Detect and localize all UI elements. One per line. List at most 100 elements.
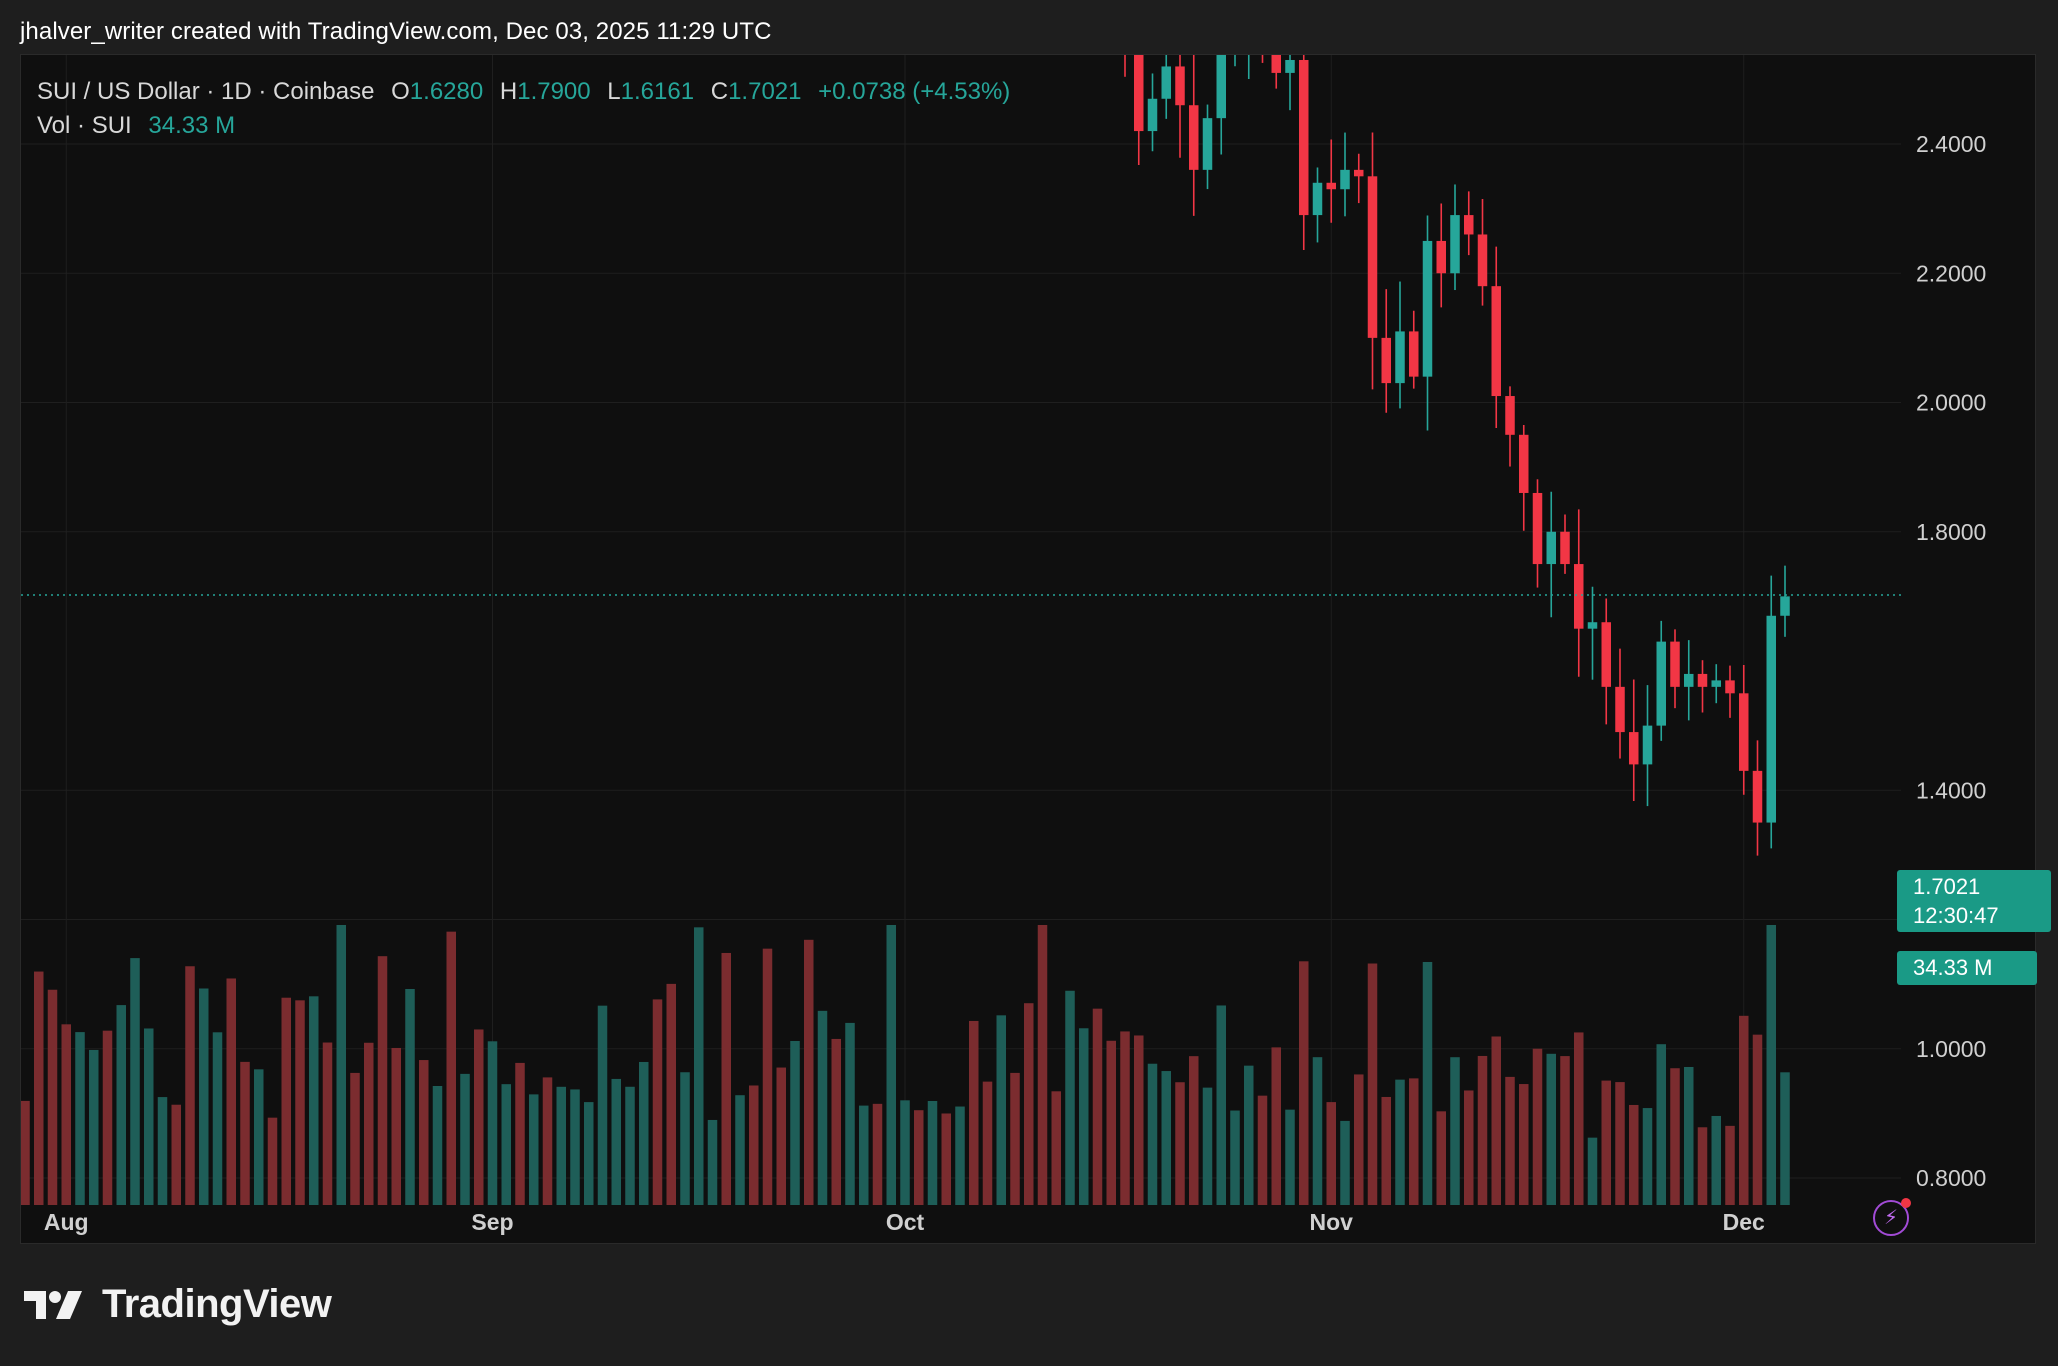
volume-bar: [185, 966, 195, 1205]
volume-bar: [144, 1028, 154, 1205]
candle-body: [1271, 55, 1281, 73]
volume-bar: [914, 1110, 924, 1205]
candle-body: [1395, 331, 1405, 384]
volume-bar: [405, 988, 415, 1205]
candle-body: [1505, 396, 1515, 435]
volume-bar: [1340, 1120, 1350, 1205]
ohlc-row: SUI / US Dollar · 1D · Coinbase O1.6280 …: [37, 75, 1010, 109]
volume-bar: [419, 1060, 429, 1205]
volume-bar: [1629, 1104, 1639, 1205]
candle-body: [1436, 240, 1446, 274]
volume-row: Vol · SUI 34.33 M: [37, 109, 1010, 143]
candle-body: [1711, 680, 1721, 687]
lightning-icon[interactable]: ⚡: [1873, 1200, 1909, 1236]
volume-bar: [1326, 1102, 1336, 1205]
volume-bar: [584, 1102, 594, 1205]
volume-bar: [1477, 1055, 1488, 1205]
volume-bar: [1766, 925, 1776, 1205]
volume-bar: [872, 1103, 883, 1205]
volume-bar: [1367, 963, 1378, 1205]
volume-bar: [1175, 1082, 1185, 1205]
volume-bar: [776, 1067, 786, 1205]
candle-body: [1739, 693, 1749, 771]
volume-bar: [1436, 1111, 1446, 1205]
volume-bar: [762, 948, 773, 1205]
volume-bar: [254, 1069, 264, 1205]
open-label: O: [391, 78, 410, 105]
candle-body: [1574, 564, 1584, 629]
volume-bar: [529, 1094, 539, 1205]
candle-body: [1601, 622, 1611, 687]
volume-bar: [1780, 1072, 1790, 1205]
low-label: L: [607, 78, 621, 105]
volume-bar: [336, 925, 346, 1205]
candle-body: [1780, 596, 1790, 616]
volume-bar: [295, 1000, 305, 1205]
tradingview-logo[interactable]: TradingView: [24, 1282, 332, 1327]
volume-bar: [941, 1113, 951, 1205]
volume-bar: [1051, 1091, 1061, 1205]
volume-bar: [1079, 1028, 1089, 1205]
candlestick-chart[interactable]: 4.20004.00003.80003.60003.40003.20003.00…: [21, 55, 2037, 1245]
symbol-title[interactable]: SUI / US Dollar · 1D · Coinbase: [37, 78, 375, 105]
low-value: 1.6161: [620, 78, 695, 105]
candle-body: [1629, 732, 1639, 765]
volume-bar: [1532, 1048, 1543, 1205]
candle-body: [1450, 215, 1460, 274]
volume-bar: [267, 1117, 278, 1205]
volume-bar: [199, 988, 209, 1205]
volume-bar: [34, 971, 44, 1205]
volume-bar: [804, 939, 814, 1205]
volume-bar: [1670, 1068, 1680, 1205]
volume-bar: [1312, 1057, 1323, 1205]
volume-bar: [460, 1073, 470, 1205]
volume-bar: [542, 1077, 553, 1205]
volume-bar: [89, 1049, 99, 1205]
volume-bar: [1450, 1057, 1460, 1205]
volume-bar: [1587, 1137, 1598, 1205]
volume-bar: [1684, 1066, 1694, 1205]
volume-bar: [171, 1104, 181, 1205]
volume-label[interactable]: Vol · SUI: [37, 112, 132, 139]
candle-body: [1532, 492, 1543, 565]
x-tick-label: Aug: [44, 1209, 89, 1235]
candle-body: [1147, 98, 1158, 132]
candle-body: [1560, 531, 1570, 565]
candle-body: [1189, 105, 1199, 170]
volume-bar: [1560, 1056, 1570, 1205]
chart-panel[interactable]: 4.20004.00003.80003.60003.40003.20003.00…: [20, 54, 2051, 1245]
volume-bar: [927, 1100, 938, 1205]
volume-bar: [625, 1086, 635, 1205]
candle-body: [1285, 59, 1295, 73]
volume-bar: [735, 1095, 745, 1205]
x-tick-label: Nov: [1310, 1209, 1354, 1235]
volume-bar: [1024, 1003, 1034, 1205]
volume-bar: [1464, 1090, 1474, 1205]
volume-bar: [969, 1020, 979, 1205]
volume-bar: [1230, 1110, 1240, 1205]
volume-bar: [1409, 1078, 1419, 1205]
candle-body: [1134, 55, 1144, 132]
x-tick-label: Dec: [1723, 1209, 1765, 1235]
volume-bar: [1656, 1044, 1666, 1205]
volume-bar: [1711, 1115, 1721, 1205]
volume-bar: [1354, 1074, 1364, 1205]
volume-bar: [1422, 961, 1433, 1205]
volume-bar: [556, 1086, 566, 1205]
volume-bar: [1161, 1071, 1171, 1205]
candle-body: [1175, 66, 1185, 106]
volume-bar: [446, 931, 456, 1205]
volume-bar: [1189, 1056, 1199, 1205]
volume-bar: [130, 958, 140, 1205]
candle-body: [1202, 118, 1213, 170]
volume-bar: [1106, 1040, 1116, 1205]
volume-bar: [1697, 1127, 1708, 1205]
candle-body: [1340, 169, 1350, 190]
close-label: C: [710, 78, 729, 105]
last-price-value: 1.7021: [1913, 874, 1981, 899]
high-value: 1.7900: [517, 78, 591, 105]
y-tick-label: 1.8000: [1916, 519, 1986, 545]
volume-bar: [474, 1029, 484, 1205]
bar-countdown: 12:30:47: [1913, 903, 1999, 928]
volume-bar: [1257, 1095, 1268, 1205]
